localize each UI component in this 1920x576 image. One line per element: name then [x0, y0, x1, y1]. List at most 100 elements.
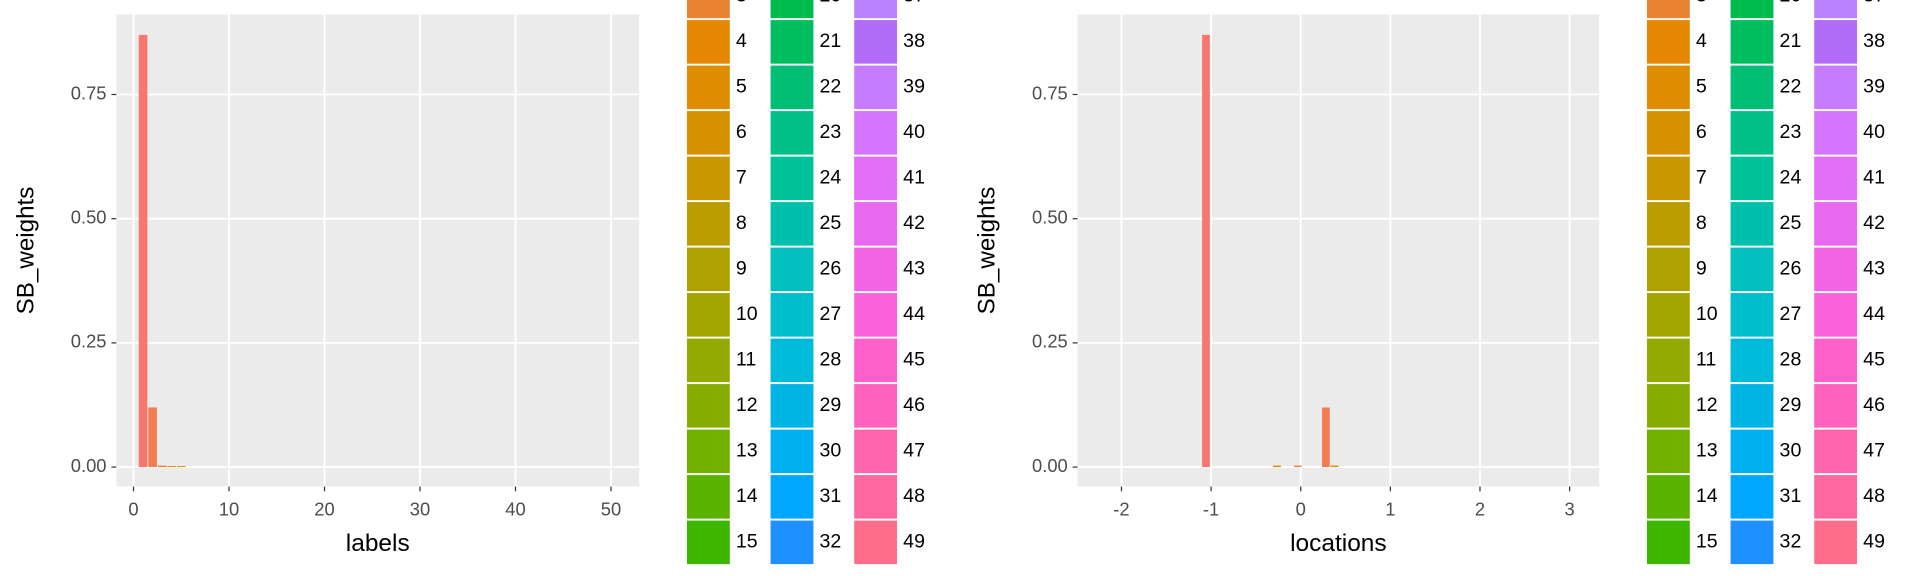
legend-label: 21	[1780, 30, 1802, 52]
y-tick-label: 0.00	[1032, 455, 1068, 476]
legend-key	[686, 429, 730, 474]
legend-key	[1730, 475, 1774, 519]
legend-key	[1814, 0, 1858, 19]
legend-label: 23	[820, 121, 842, 143]
legend-key	[1646, 202, 1690, 246]
legend-label: 29	[820, 394, 842, 416]
legend-label: 22	[820, 76, 842, 98]
bar	[157, 465, 167, 468]
legend-key	[854, 429, 898, 474]
legend-key	[1730, 202, 1774, 246]
bar	[1293, 465, 1302, 468]
legend-key	[1814, 111, 1858, 155]
legend-key	[1646, 0, 1690, 19]
legend-label: 44	[1863, 303, 1885, 325]
y-tick-label: 0.75	[1032, 82, 1068, 103]
legend-key	[770, 475, 814, 519]
legend-key	[854, 247, 898, 292]
legend-label: 37	[1863, 0, 1885, 6]
legend-label: 6	[736, 121, 747, 143]
legend-label: 10	[1696, 303, 1718, 325]
legend-label: 47	[903, 440, 925, 462]
legend-key	[1814, 338, 1858, 383]
legend-key	[1730, 338, 1774, 383]
legend-key	[854, 475, 898, 519]
legend-label: 32	[1780, 531, 1802, 553]
legend-label: 22	[1780, 76, 1802, 98]
legend-label: 27	[1780, 303, 1802, 325]
legend-label: 41	[1863, 167, 1885, 189]
legend-key	[770, 202, 814, 246]
legend-label: 15	[736, 531, 758, 553]
y-axis-title: SB_weights	[12, 187, 39, 315]
legend-key	[854, 338, 898, 383]
legend-key	[1730, 293, 1774, 337]
legend-key	[1730, 429, 1774, 474]
legend-label: 14	[736, 485, 758, 507]
legend-key	[854, 0, 898, 19]
legend-label: 28	[1780, 349, 1802, 371]
legend-label: 46	[1863, 394, 1885, 416]
legend-label: 20	[1780, 0, 1802, 6]
panel-background	[116, 14, 640, 487]
legend-label: 47	[1863, 440, 1885, 462]
legend-key	[1814, 520, 1858, 565]
legend-label: 24	[820, 167, 842, 189]
bar	[167, 466, 177, 468]
bar	[176, 466, 186, 468]
x-tick-label: 20	[314, 499, 334, 520]
panel-background	[1077, 14, 1600, 487]
bar	[1273, 465, 1281, 468]
legend-label: 21	[820, 30, 842, 52]
y-tick-label: 0.50	[1032, 207, 1068, 228]
legend-label: 10	[736, 303, 758, 325]
bar	[138, 34, 148, 468]
legend-label: 44	[903, 303, 925, 325]
legend-key	[1814, 384, 1858, 428]
legend-key	[770, 156, 814, 201]
legend-key	[1730, 384, 1774, 428]
legend-key	[686, 475, 730, 519]
legend-key	[854, 293, 898, 337]
legend-label: 27	[820, 303, 842, 325]
legend-key	[1814, 202, 1858, 246]
legend-key	[854, 384, 898, 428]
legend-key	[686, 20, 730, 64]
legend-label: 42	[1863, 212, 1885, 234]
legend-label: 4	[736, 30, 747, 52]
y-tick-label: 0.25	[71, 331, 107, 352]
legend-label: 41	[903, 167, 925, 189]
legend-label: 26	[1780, 258, 1802, 280]
legend-key	[1814, 293, 1858, 337]
legend-key	[1646, 520, 1690, 565]
legend-label: 46	[903, 394, 925, 416]
legend-label: 7	[736, 167, 747, 189]
bar	[1202, 34, 1210, 468]
legend-label: 11	[1696, 349, 1716, 371]
legend-key	[1814, 429, 1858, 474]
legend-key	[686, 520, 730, 565]
legend-label: 49	[1863, 531, 1885, 553]
x-tick-label: 10	[219, 499, 239, 520]
legend-key	[1646, 475, 1690, 519]
legend-key	[686, 338, 730, 383]
legend-label: 3	[1696, 0, 1707, 6]
legend-key	[1730, 111, 1774, 155]
bar	[1330, 465, 1339, 468]
x-tick-label: -2	[1113, 499, 1129, 520]
x-tick-label: 1	[1385, 499, 1395, 520]
legend-label: 43	[903, 258, 925, 280]
legend-key	[854, 202, 898, 246]
legend-key	[1646, 247, 1690, 292]
x-tick-label: 50	[601, 499, 621, 520]
legend-label: 25	[1780, 212, 1802, 234]
legend-label: 12	[736, 394, 758, 416]
legend-key	[770, 247, 814, 292]
legend-label: 29	[1780, 394, 1802, 416]
x-tick-label: 30	[410, 499, 430, 520]
x-tick-label: 40	[505, 499, 525, 520]
legend-key	[1814, 20, 1858, 64]
x-tick-label: 0	[128, 499, 138, 520]
legend-label: 38	[903, 30, 925, 52]
legend-label: 28	[820, 349, 842, 371]
